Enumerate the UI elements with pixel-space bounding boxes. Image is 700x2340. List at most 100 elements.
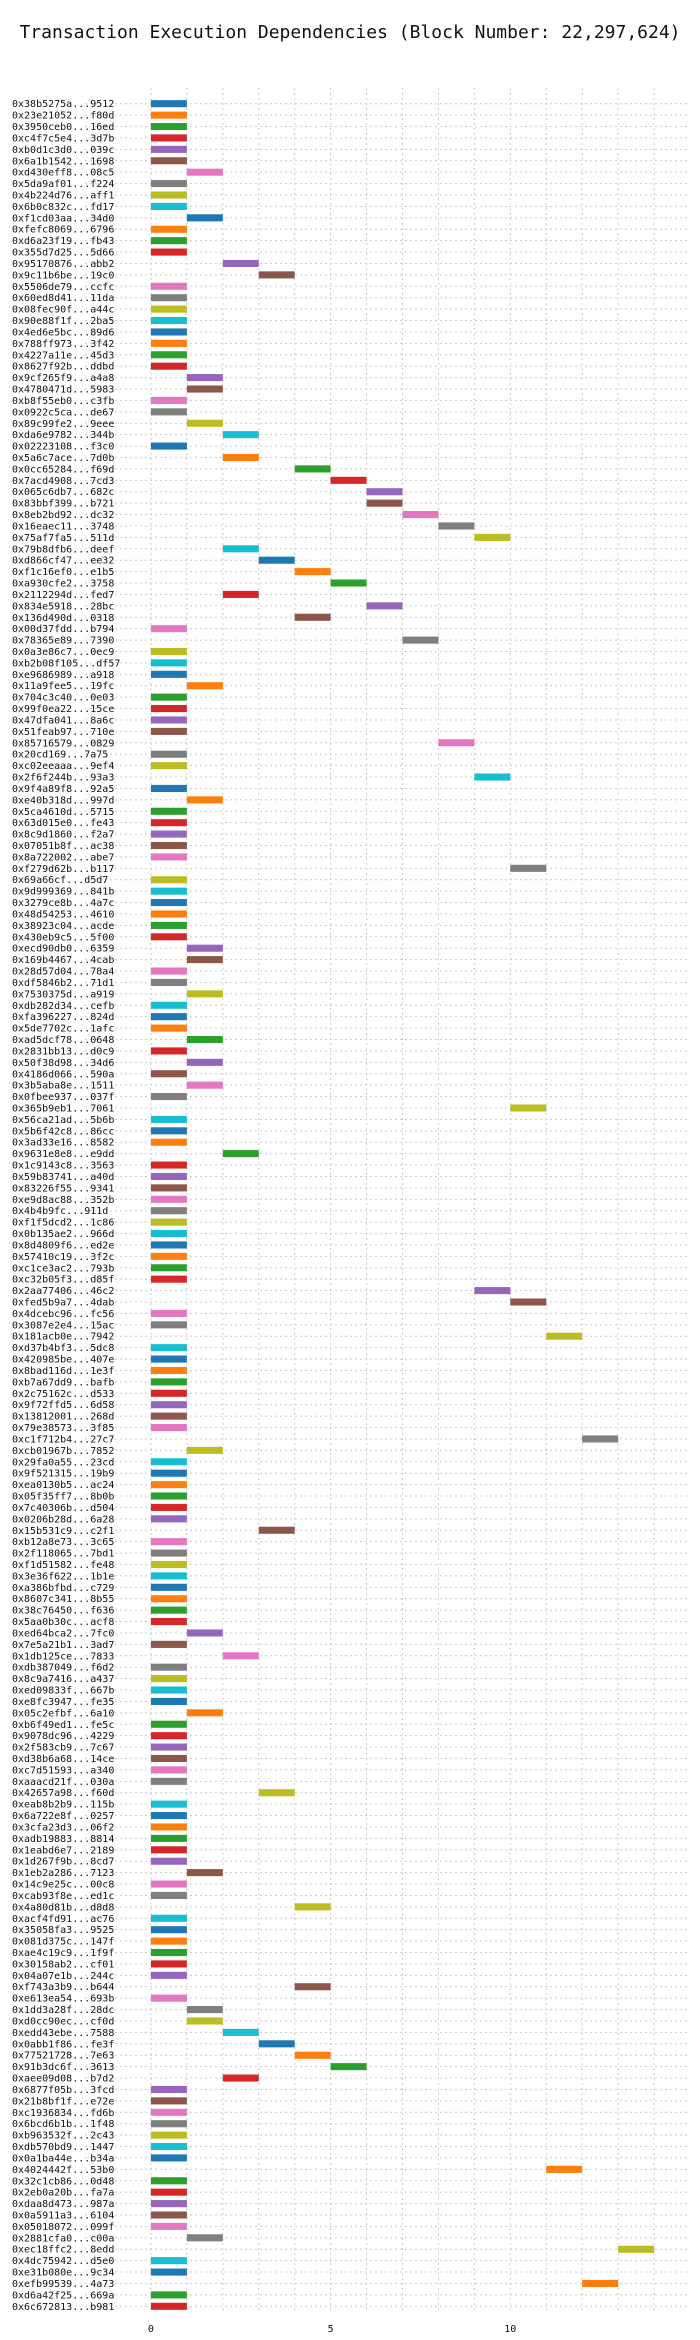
task-bar: [330, 2063, 367, 2071]
y-tick-label: 0xd866cf47...ee32: [12, 556, 114, 567]
y-tick-label: 0xb8f55eb0...c3fb: [12, 396, 114, 407]
y-tick-label: 0x3087e2e4...15ac: [12, 1320, 114, 1331]
task-bar: [150, 362, 187, 370]
y-tick-label: 0xed64bca2...7fc0: [12, 1628, 114, 1639]
y-tick-label: 0x0a5911a3...6104: [12, 2210, 114, 2221]
y-tick-label: 0x11a9fee5...19fc: [12, 681, 114, 692]
y-tick-label: 0x430eb9c5...5f00: [12, 932, 114, 943]
y-tick-label: 0xf1d51582...fe48: [12, 1560, 114, 1571]
task-bar: [186, 944, 223, 952]
y-tick-label: 0xe40b318d...997d: [12, 795, 114, 806]
y-tick-label: 0x7c40306b...d504: [12, 1503, 114, 1514]
y-tick-label: 0x5a6c7ace...7d0b: [12, 453, 114, 464]
task-bar: [150, 1823, 187, 1831]
task-bar: [150, 967, 187, 975]
y-tick-label: 0x5de7702c...1afc: [12, 1024, 114, 1035]
y-tick-label: 0x42657a98...f60d: [12, 1788, 114, 1799]
y-tick-label: 0x1db125ce...7833: [12, 1651, 114, 1662]
y-tick-label: 0x4186d066...590a: [12, 1069, 114, 1080]
y-tick-label: 0x05018072...099f: [12, 2222, 114, 2233]
y-tick-label: 0x60ed8d41...11da: [12, 293, 114, 304]
task-bar: [438, 739, 475, 747]
task-bar: [150, 1241, 187, 1249]
y-tick-label: 0xe31b080e...9c34: [12, 2268, 114, 2279]
task-bar: [150, 841, 187, 850]
y-tick-label: 0x32c1cb86...0d48: [12, 2176, 114, 2187]
y-tick-label: 0x3e36f622...1b1e: [12, 1571, 114, 1582]
y-tick-label: 0x00d37fdd...b794: [12, 624, 114, 635]
y-tick-label: 0xf1cd03aa...34d0: [12, 213, 114, 224]
y-tick-label: 0x4024442f...53b0: [12, 2165, 114, 2176]
y-tick-label: 0x4a80d81b...d8d8: [12, 1902, 114, 1913]
y-tick-label: 0x1eabd6e7...2189: [12, 1845, 114, 1856]
y-tick-label: 0x83226f55...9341: [12, 1183, 114, 1194]
task-bar: [150, 408, 187, 416]
task-bar: [150, 1127, 187, 1135]
y-tick-label: 0x99f0ea22...15ce: [12, 704, 114, 715]
y-tick-label: 0x4227a11e...45d3: [12, 350, 114, 361]
task-bar: [150, 659, 187, 667]
y-tick-label: 0x29fa0a55...23cd: [12, 1457, 114, 1468]
task-bar: [150, 1469, 187, 1477]
y-tick-label: 0x4b224d76...aff1: [12, 191, 114, 202]
y-tick-label: 0x8eb2bd92...dc32: [12, 510, 114, 521]
y-tick-label: 0x0b135ae2...966d: [12, 1229, 114, 1240]
task-bar: [150, 1675, 187, 1683]
task-bar: [222, 1652, 259, 1660]
task-bar: [258, 556, 295, 564]
task-bar: [186, 168, 223, 176]
task-bar: [150, 784, 187, 792]
task-bar: [150, 1515, 187, 1523]
y-tick-label: 0xb12a8e73...3c65: [12, 1537, 114, 1548]
y-tick-label: 0x79b8dfb6...deef: [12, 544, 114, 555]
y-tick-label: 0x0fbee937...037f: [12, 1092, 114, 1103]
y-tick-label: 0x9078dc96...4229: [12, 1731, 114, 1742]
y-tick-label: 0x28d57d04...78a4: [12, 967, 114, 978]
y-tick-label: 0x51feab97...710e: [12, 727, 114, 738]
task-bar: [150, 1366, 187, 1375]
task-bar: [150, 1640, 187, 1648]
y-tick-label: 0xeab8b2b9...115b: [12, 1800, 114, 1811]
task-bar: [150, 1971, 187, 1979]
task-bar: [258, 1526, 295, 1534]
y-tick-label: 0x35058fa3...9525: [12, 1925, 114, 1936]
y-tick-label: 0xa386bfbd...c729: [12, 1583, 114, 1594]
task-bar: [150, 2188, 187, 2196]
task-bar: [150, 1218, 187, 1226]
y-tick-label: 0x83bbf399...b721: [12, 499, 114, 510]
task-bar: [186, 2234, 223, 2242]
y-tick-label: 0x7530375d...a919: [12, 989, 114, 1000]
y-tick-label: 0x2112294d...fed7: [12, 590, 114, 601]
y-tick-label: 0x9f72ffd5...6d58: [12, 1400, 114, 1411]
task-bar: [150, 978, 187, 986]
y-tick-label: 0xb7a67dd9...bafb: [12, 1377, 114, 1388]
y-tick-label: 0x57410c19...3f2c: [12, 1252, 114, 1263]
task-bar: [150, 1492, 187, 1500]
task-bar: [150, 693, 187, 701]
task-bar: [150, 2142, 187, 2151]
y-tick-label: 0x5da9af01...f224: [12, 179, 114, 190]
y-tick-label: 0x355d7d25...5d66: [12, 248, 114, 259]
y-tick-label: 0x7e5a21b1...3ad7: [12, 1640, 114, 1651]
task-bar: [150, 1766, 187, 1774]
y-tick-label: 0xefb99539...4a73: [12, 2279, 114, 2290]
task-bar: [150, 1172, 187, 1181]
task-bar: [150, 225, 187, 233]
task-bar: [150, 2268, 187, 2276]
task-bar: [150, 1001, 187, 1009]
task-bar: [186, 2006, 223, 2014]
y-tick-label: 0xfed5b9a7...4dab: [12, 1298, 114, 1309]
task-bar: [150, 1857, 187, 1865]
y-tick-label: 0x56ca21ad...5b6b: [12, 1115, 114, 1126]
y-tick-label: 0xf279d62b...b117: [12, 864, 114, 875]
y-tick-label: 0x5aa0b30c...acf8: [12, 1617, 114, 1628]
task-bar: [150, 1891, 187, 1899]
task-bar: [150, 1070, 187, 1078]
task-bar: [150, 2131, 187, 2139]
y-tick-label: 0x75af7fa5...511d: [12, 533, 114, 544]
y-tick-label: 0xd37b4bf3...5dc8: [12, 1343, 114, 1354]
task-bar: [150, 819, 187, 827]
task-bars: [150, 100, 655, 2310]
task-bar: [150, 1754, 187, 1763]
